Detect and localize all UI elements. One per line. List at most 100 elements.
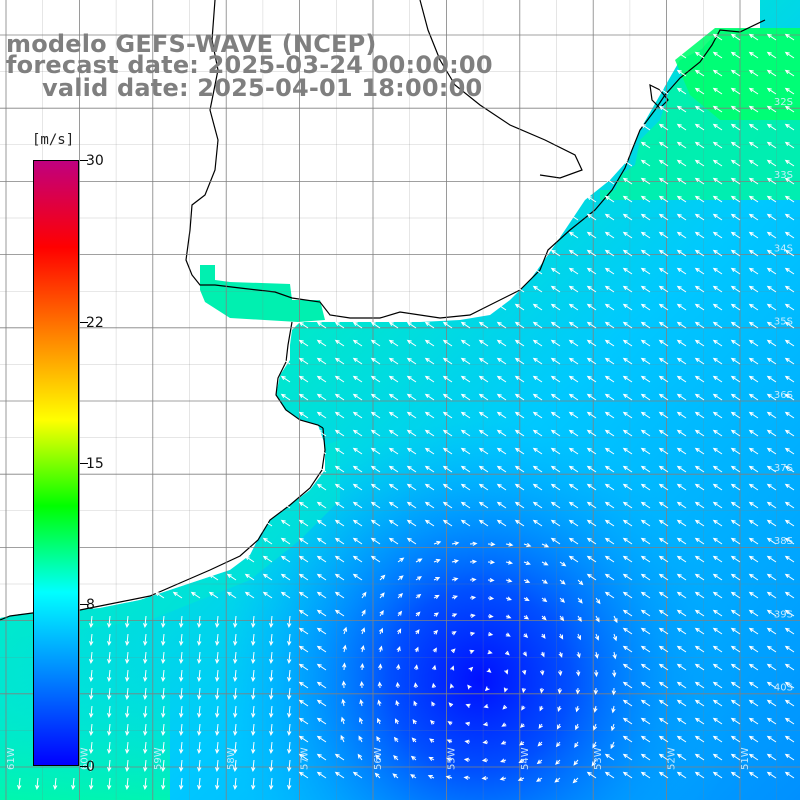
wind-arrow — [784, 51, 795, 59]
wind-arrow — [233, 687, 238, 701]
wind-arrow — [748, 357, 759, 365]
wind-arrow — [244, 591, 255, 599]
wind-arrow — [748, 609, 759, 617]
wind-arrow — [519, 723, 525, 729]
wind-arrow — [197, 705, 202, 719]
wind-arrow — [568, 267, 579, 275]
wind-arrow — [586, 375, 597, 383]
wind-arrow — [179, 741, 184, 755]
wind-arrow — [748, 87, 759, 95]
wind-arrow — [143, 615, 148, 629]
wind-arrow — [411, 737, 417, 743]
wind-arrow — [505, 596, 512, 601]
lat-label: 40S — [774, 683, 793, 694]
wind-arrow — [640, 447, 651, 455]
wind-arrow — [730, 249, 741, 257]
wind-arrow — [575, 705, 580, 713]
colorbar-tick — [80, 463, 88, 464]
wind-arrow — [640, 393, 651, 401]
wind-arrow — [370, 375, 381, 383]
wind-arrow — [568, 213, 579, 221]
wind-arrow — [640, 267, 651, 275]
wind-arrow — [604, 267, 615, 275]
wind-arrow — [694, 159, 705, 167]
wind-arrow — [730, 717, 741, 725]
wind-arrow — [613, 615, 618, 624]
wind-arrow — [676, 627, 687, 635]
wind-arrow — [658, 303, 669, 311]
wind-arrow — [612, 651, 617, 660]
wind-arrow — [784, 249, 795, 257]
wind-arrow — [586, 537, 597, 545]
wind-arrow — [460, 447, 471, 455]
wind-arrow — [640, 681, 651, 689]
wind-arrow — [463, 757, 471, 763]
wind-arrow — [388, 357, 399, 365]
wind-arrow — [514, 285, 525, 293]
wind-arrow — [730, 699, 741, 707]
wind-arrow — [730, 681, 741, 689]
wind-arrow — [730, 357, 741, 365]
wind-arrow — [107, 687, 112, 701]
wind-arrow — [676, 87, 687, 95]
wind-arrow — [496, 501, 507, 509]
wind-arrow — [676, 501, 687, 509]
wind-arrow — [541, 579, 548, 584]
wind-arrow — [748, 663, 759, 671]
wind-arrow — [496, 519, 507, 527]
wind-arrow — [559, 633, 564, 640]
wind-arrow — [478, 339, 489, 347]
wind-arrow — [575, 687, 581, 695]
wind-arrow — [451, 541, 460, 546]
wind-arrow — [730, 69, 741, 77]
wind-arrow — [550, 249, 561, 257]
wind-arrow — [712, 321, 723, 329]
wind-arrow — [269, 759, 274, 773]
wind-arrow — [784, 159, 795, 167]
wind-arrow — [429, 738, 435, 743]
wind-arrow — [676, 339, 687, 347]
wind-arrow — [442, 393, 453, 401]
wind-arrow — [622, 267, 633, 275]
wind-arrow — [658, 195, 669, 203]
wind-arrow — [451, 631, 457, 636]
wind-arrow — [233, 633, 238, 647]
wind-arrow — [442, 465, 453, 473]
wind-arrow — [396, 646, 401, 653]
wind-arrow — [396, 663, 401, 671]
wind-arrow — [504, 650, 510, 656]
wind-arrow — [35, 777, 40, 791]
wind-arrow — [298, 339, 309, 347]
wind-arrow — [523, 633, 529, 639]
wind-arrow — [658, 735, 669, 743]
wind-arrow — [640, 303, 651, 311]
wind-arrow — [640, 645, 651, 653]
wind-arrow — [676, 591, 687, 599]
wind-arrow — [658, 123, 669, 131]
wind-arrow — [352, 771, 363, 779]
wind-arrow — [280, 555, 291, 563]
wind-arrow — [469, 631, 476, 636]
title-forecast-date: forecast date: 2025-03-24 00:00:00 — [6, 51, 493, 79]
wind-arrow — [712, 663, 723, 671]
wind-arrow — [748, 411, 759, 419]
wind-arrow — [463, 775, 471, 780]
wind-arrow — [694, 609, 705, 617]
wind-arrow — [694, 87, 705, 95]
lat-label: 33S — [774, 170, 793, 181]
wind-arrow — [658, 573, 669, 581]
wind-arrow — [298, 357, 309, 365]
wind-arrow — [594, 633, 599, 641]
wind-arrow — [269, 633, 274, 647]
wind-arrow — [748, 501, 759, 509]
wind-arrow — [431, 701, 436, 707]
wind-arrow — [604, 555, 615, 563]
wind-arrow — [748, 555, 759, 563]
wind-arrow — [577, 579, 584, 586]
wind-arrow — [107, 651, 112, 665]
wind-arrow — [676, 753, 687, 761]
wind-arrow — [550, 267, 561, 275]
wind-arrow — [298, 321, 309, 329]
wind-arrow — [730, 375, 741, 383]
wind-arrow — [748, 519, 759, 527]
